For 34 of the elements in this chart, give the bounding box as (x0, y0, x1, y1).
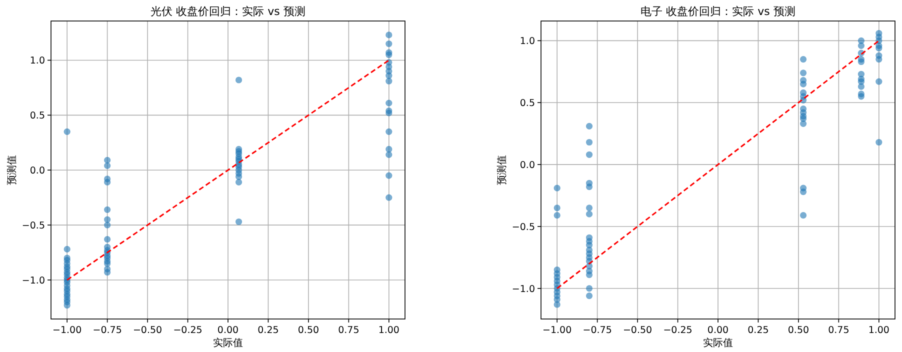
chart-title: 电子 收盘价回归：实际 vs 预测 (640, 5, 796, 18)
x-tick-label: 0.00 (707, 325, 729, 336)
x-tick-label: 0.00 (217, 325, 239, 336)
x-tick-label: −1.00 (52, 325, 82, 336)
x-tick-label: 0.50 (298, 325, 320, 336)
y-tick-label: 0.5 (30, 110, 45, 122)
y-tick-label: 0.5 (520, 98, 535, 110)
y-tick-label: 1.0 (520, 36, 535, 48)
y-tick-label: 1.0 (30, 56, 45, 67)
x-axis-title: 实际值 (703, 337, 733, 349)
y-tick-label: −0.5 (22, 220, 45, 232)
x-tick-label: −0.50 (622, 325, 652, 336)
x-tick-label: −1.00 (542, 325, 572, 336)
x-tick-label: 0.50 (788, 325, 810, 336)
x-tick-label: −0.75 (92, 325, 122, 336)
y-tick-label: −0.5 (512, 222, 535, 233)
y-axis-title: 预测值 (496, 155, 508, 185)
x-tick-label: −0.25 (663, 325, 692, 336)
x-tick-label: 1.00 (378, 325, 400, 336)
x-axis-title: 实际值 (213, 337, 243, 349)
y-axis-title: 预测值 (6, 155, 18, 185)
y-tick-label: 0.0 (520, 160, 535, 172)
y-tick-label: −1.0 (512, 284, 535, 295)
x-tick-label: 0.75 (338, 325, 360, 336)
chart-title: 光伏 收盘价回归：实际 vs 预测 (150, 5, 306, 18)
x-tick-label: 0.25 (258, 325, 279, 336)
x-tick-label: −0.25 (173, 325, 202, 336)
y-tick-label: −1.0 (22, 275, 45, 286)
x-tick-label: −0.50 (132, 325, 162, 336)
x-tick-label: 0.75 (828, 325, 850, 336)
x-tick-label: 1.00 (868, 325, 890, 336)
x-tick-label: 0.25 (748, 325, 769, 336)
y-tick-label: 0.0 (30, 166, 45, 177)
x-tick-label: −0.75 (582, 325, 612, 336)
